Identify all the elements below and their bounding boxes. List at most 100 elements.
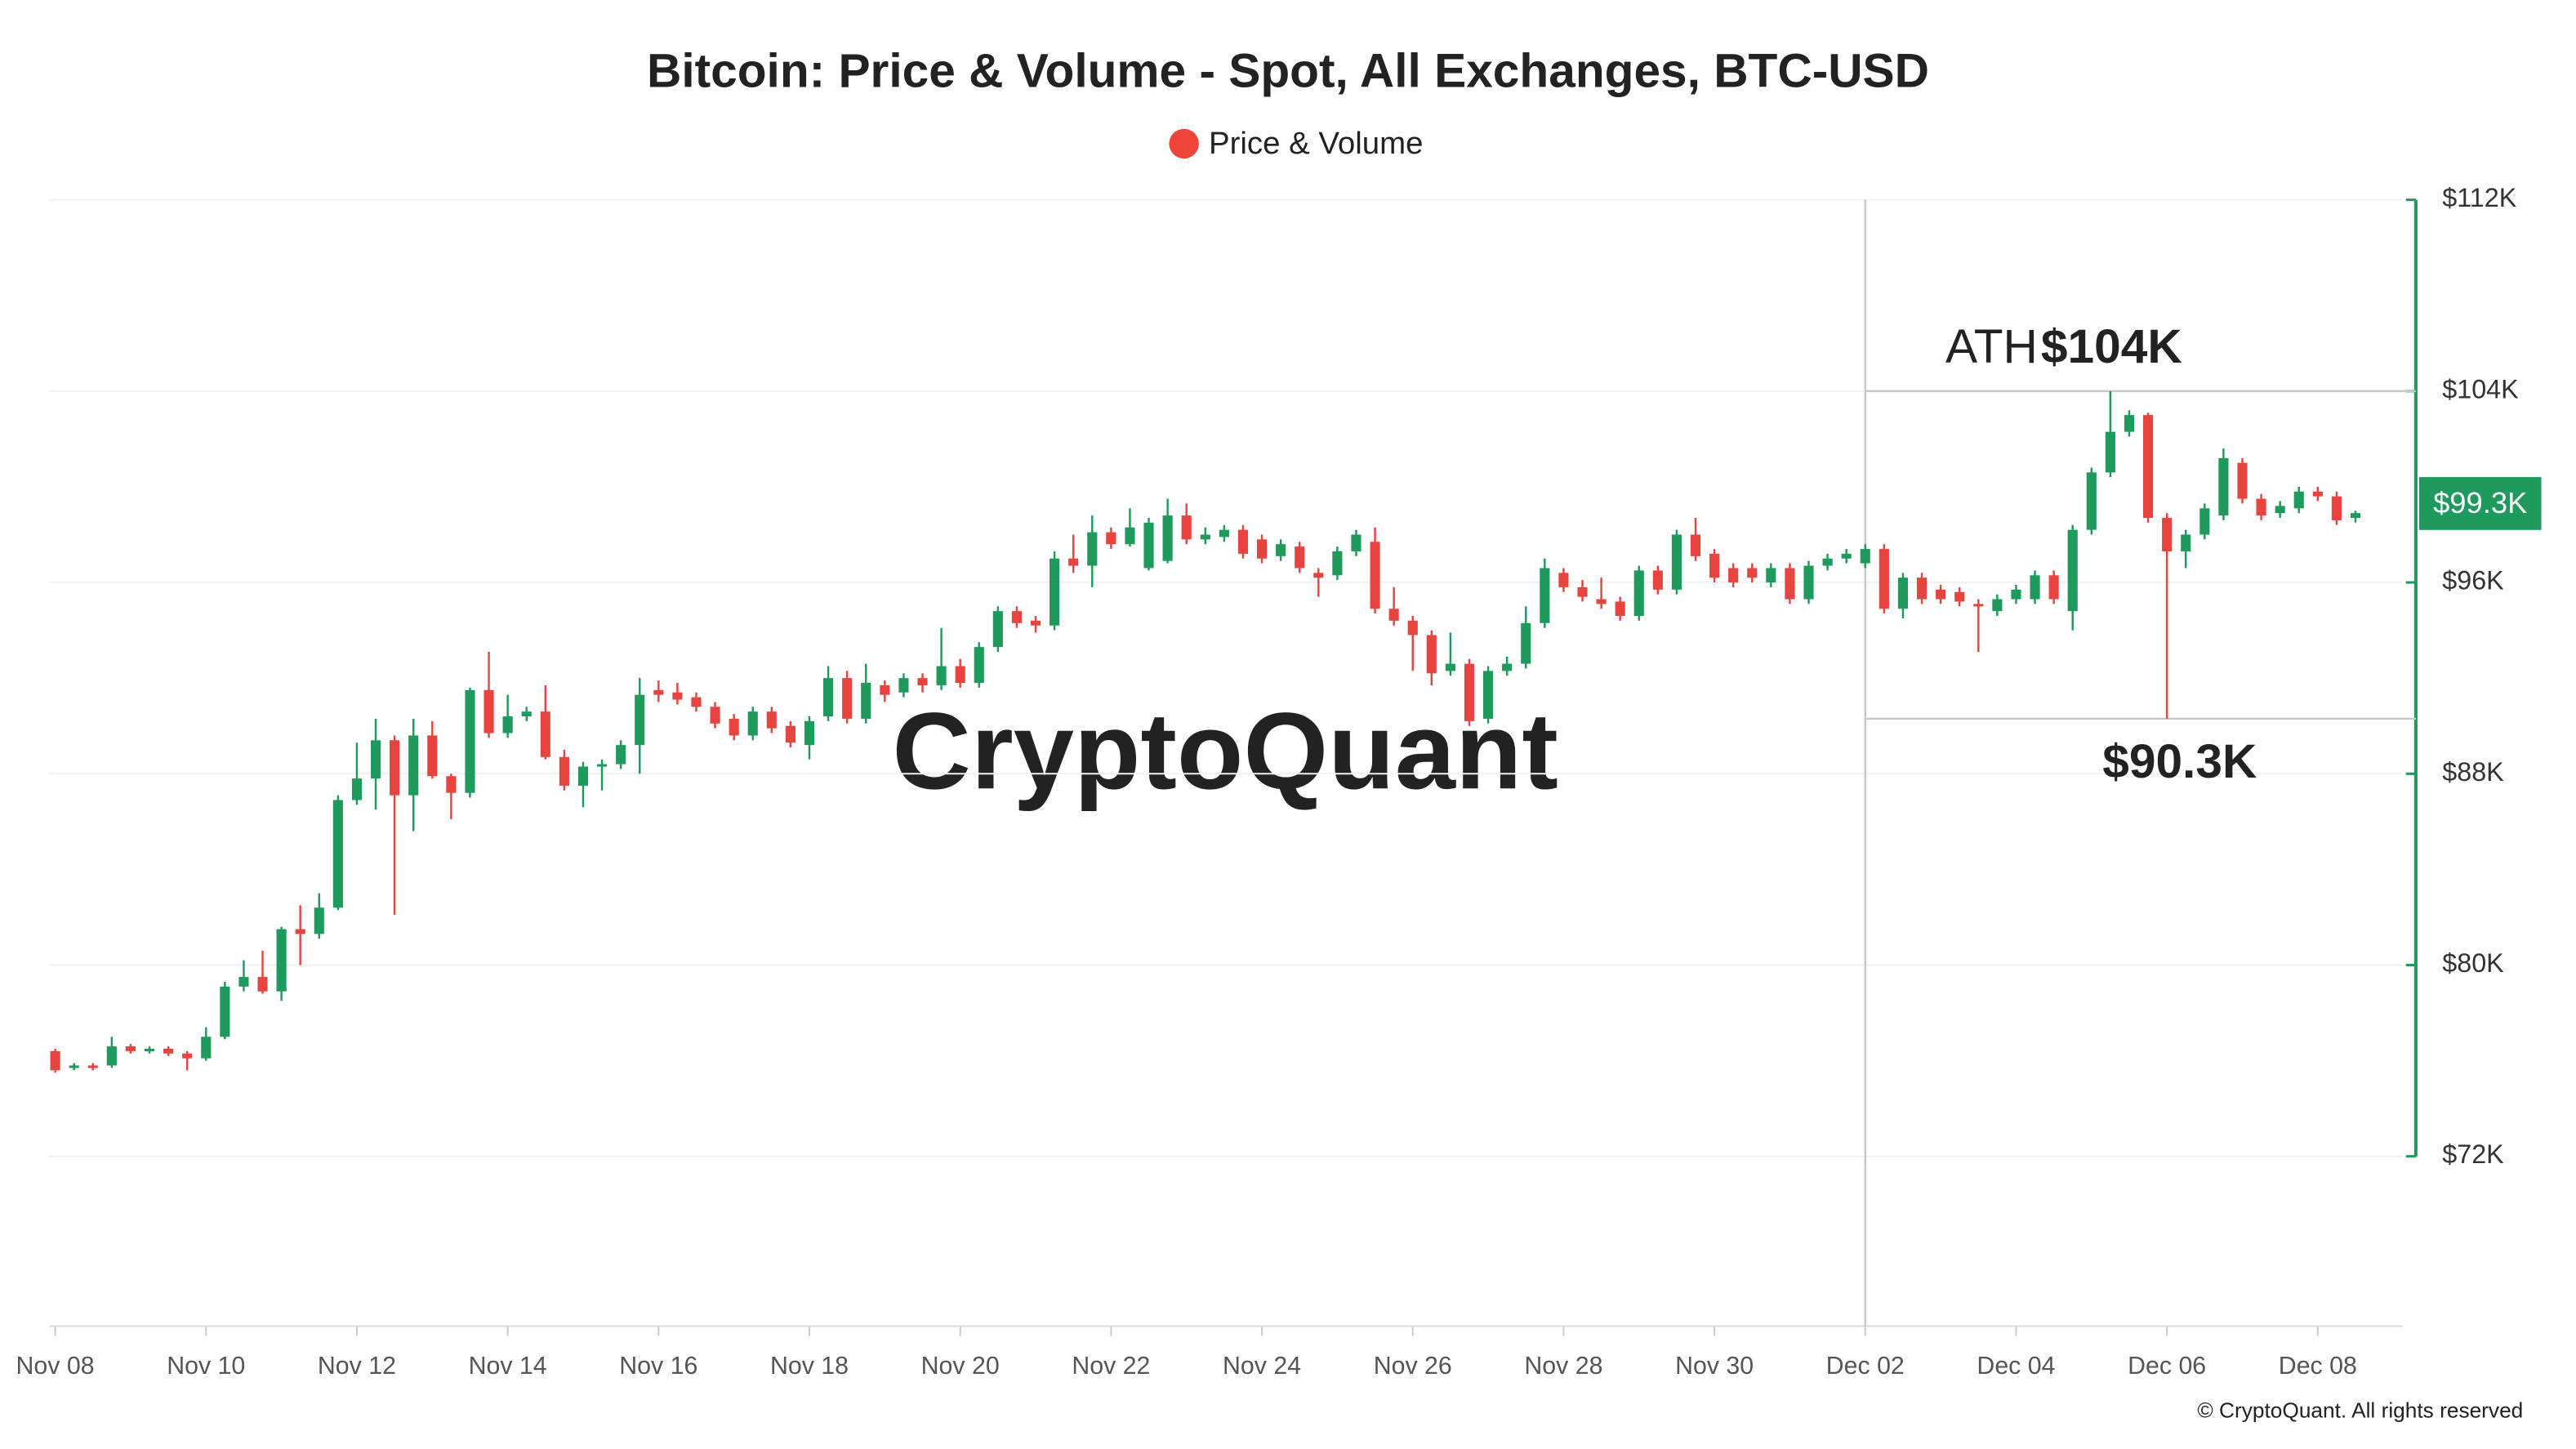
candle-body: [1276, 544, 1286, 556]
candle-body: [276, 929, 287, 992]
candle-body: [2124, 415, 2135, 432]
candle-body: [1671, 534, 1682, 590]
watermark: CryptoQuant: [892, 690, 1558, 812]
candle-body: [1558, 573, 1569, 587]
candle-body: [974, 647, 984, 684]
candle-body: [1426, 635, 1437, 674]
candle-body: [2312, 491, 2323, 497]
x-tick-label: Nov 18: [770, 1353, 849, 1380]
candle-body: [465, 689, 475, 793]
y-tick-label: $72K: [2442, 1139, 2504, 1169]
candle-body: [559, 756, 569, 786]
candle-body: [390, 740, 400, 796]
candle-body: [1954, 591, 1965, 602]
candle-body: [1577, 586, 1588, 597]
candle-body: [446, 776, 457, 793]
candle-body: [2162, 518, 2173, 552]
candle-body: [1162, 515, 1173, 561]
candle-body: [1125, 527, 1135, 545]
x-tick-label: Nov 14: [469, 1353, 547, 1380]
candle-body: [1521, 622, 1531, 664]
candle-body: [766, 711, 777, 729]
candle-body: [917, 678, 928, 685]
candle-body: [804, 720, 815, 746]
candle-body: [1445, 663, 1455, 671]
candle-body: [936, 666, 947, 685]
candle-body: [861, 683, 871, 719]
ath-label: ATH: [1945, 320, 2038, 373]
candle-body: [2105, 431, 2115, 473]
candle-body: [1087, 532, 1098, 566]
candle-body: [408, 735, 419, 796]
candle-body: [1464, 663, 1475, 721]
candle-body: [1106, 532, 1116, 545]
x-tick-label: Dec 06: [2128, 1353, 2206, 1380]
candle-body: [2256, 498, 2266, 516]
candle-body: [1897, 577, 1909, 609]
candle-body: [2086, 472, 2097, 530]
candle-body: [1370, 542, 1380, 609]
last-price-label: $99.3K: [2433, 486, 2527, 519]
legend-label[interactable]: Price & Volume: [1209, 126, 1424, 161]
candle-body: [842, 678, 853, 719]
candle-body: [1728, 568, 1739, 583]
candle-body: [2350, 513, 2361, 519]
candle-body: [823, 678, 834, 717]
chart-title: Bitcoin: Price & Volume - Spot, All Exch…: [647, 44, 1929, 97]
legend-marker: [1169, 128, 1199, 159]
x-tick-label: Nov 30: [1675, 1353, 1754, 1380]
low-value: $90.3K: [2102, 735, 2257, 788]
candle-body: [616, 745, 626, 765]
candle-body: [1540, 568, 1550, 623]
candle-body: [351, 778, 363, 800]
candle-body: [1766, 568, 1776, 583]
candle-body: [1030, 620, 1041, 626]
candle-body: [1502, 663, 1513, 671]
candle-body: [521, 711, 532, 717]
x-tick-label: Nov 28: [1524, 1353, 1602, 1380]
x-tick-label: Nov 16: [619, 1353, 697, 1380]
last-price-box: [2418, 477, 2542, 530]
candle-body: [672, 692, 683, 700]
candle-body: [2030, 575, 2040, 600]
candle-body: [1351, 534, 1362, 552]
footer: © CryptoQuant. All rights reserved: [2197, 1398, 2523, 1423]
x-tick-label: Nov 20: [921, 1353, 1000, 1380]
candle-body: [785, 725, 796, 743]
x-tick-label: Nov 12: [318, 1353, 396, 1380]
candle-body: [1822, 558, 1833, 566]
candle-body: [257, 977, 268, 992]
candle-body: [1200, 534, 1210, 540]
candle-body: [1747, 568, 1758, 578]
candle-body: [1652, 570, 1663, 590]
candle-body: [106, 1046, 117, 1066]
x-tick-label: Dec 04: [1977, 1353, 2055, 1380]
candle-body: [1050, 558, 1060, 626]
x-tick-label: Nov 26: [1374, 1353, 1452, 1380]
candle-body: [1237, 529, 1249, 554]
candle-body: [370, 740, 381, 779]
candle-body: [50, 1050, 60, 1071]
candle-body: [2293, 491, 2304, 509]
candle-body: [1916, 577, 1928, 600]
candle-body: [1690, 534, 1701, 556]
x-tick-label: Nov 10: [167, 1353, 245, 1380]
candle-body: [2331, 496, 2342, 520]
candle-body: [295, 929, 305, 934]
candle-body: [1407, 620, 1418, 635]
candle-body: [2199, 508, 2210, 535]
candle-body: [69, 1065, 79, 1068]
candle-body: [182, 1053, 193, 1059]
candle-body: [2275, 506, 2285, 514]
y-tick-label: $96K: [2442, 566, 2504, 595]
candle-body: [1143, 522, 1154, 568]
candle-body: [880, 684, 890, 695]
candle-body: [1011, 611, 1023, 623]
candle-body: [955, 666, 965, 684]
candle-body: [898, 678, 909, 693]
candle-body: [144, 1048, 155, 1051]
candle-body: [1332, 551, 1343, 576]
candle-body: [635, 694, 645, 746]
candle-body: [691, 697, 702, 707]
